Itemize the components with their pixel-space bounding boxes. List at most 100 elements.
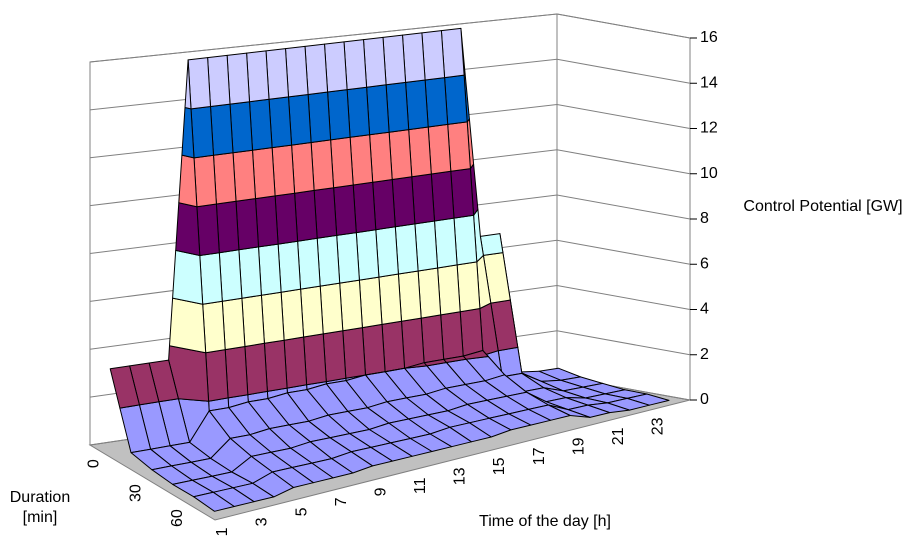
surface-patch [349,134,374,186]
z-tick-label: 10 [700,165,718,182]
surface-patch [327,89,351,141]
surface-patch [408,126,432,178]
x-tick-label: 15 [491,457,508,475]
surface-patch [402,32,426,83]
x-tick-label: 17 [531,447,548,465]
surface-patch [339,279,363,332]
surface-patch [244,342,268,396]
x-tick-label: 11 [412,477,429,494]
surface-patch [385,81,410,133]
surface-patch [310,139,335,191]
surface-patch [381,320,406,373]
surface-patch [229,101,253,154]
surface-patch [291,142,315,194]
x-tick-label: 19 [570,437,587,455]
surface-patch [384,367,406,373]
surface-patch [440,27,465,79]
surface-patch [336,232,360,284]
surface-patch [365,371,386,376]
z-tick-label: 6 [700,255,709,272]
z-tick-label: 2 [700,346,709,363]
surface-patch [193,491,235,512]
surface-patch [358,276,383,329]
surface-patch [297,237,321,290]
surface-patch [274,192,299,245]
surface-patch [265,48,289,100]
surface-patch [241,294,265,347]
z-tick-label: 0 [700,391,709,408]
surface-patch [252,147,276,200]
surface-patch [187,57,211,110]
x-tick-label: 3 [254,517,271,526]
surface-patch [424,77,449,128]
surface-patch [352,181,377,234]
x-axis-title: Time of the day [h] [479,513,611,530]
surface-patch [343,39,368,91]
x-tick-label: 9 [372,487,389,496]
surface-patch [304,43,329,95]
z-tick-label: 14 [700,74,718,91]
x-tick-label: 1 [214,527,231,536]
surface-patch [388,129,413,180]
surface-patch [213,152,237,205]
surface-patch [397,270,422,322]
surface-patch [401,317,425,369]
z-axis-title: Control Potential [GW] [743,198,903,215]
surface-patch [414,220,439,272]
surface-patch [193,154,217,208]
surface-patch [288,94,312,146]
surface-patch [450,168,475,219]
surface-patch [249,98,273,151]
surface-patch [238,246,262,299]
surface-patch [456,261,481,313]
x-tick-label: 7 [333,497,350,506]
surface-patch [109,365,140,409]
surface-patch [260,291,285,344]
surface-patch [417,267,442,319]
surface-patch [361,323,386,376]
surface-patch [235,198,259,251]
surface-patch [420,314,445,364]
surface-patch [382,34,407,86]
depth-axis-title: Duration [min] [9,489,71,526]
depth-tick-label: 30 [127,484,144,502]
surface-patch [226,52,250,105]
surface-patch [196,203,220,256]
surface-patch [307,91,332,143]
surface-patch [277,240,302,293]
surface-patch [205,349,229,402]
surface-patch [405,79,429,131]
surface-patch [172,249,204,305]
surface-patch [369,131,393,183]
surface-patch [404,362,428,369]
surface-patch [330,136,354,189]
surface-patch [258,243,282,296]
surface-patch [427,123,452,175]
surface-patch [202,300,226,354]
grid-line [89,13,691,63]
x-tick-label: 23 [650,417,667,435]
surface-patch [280,288,305,341]
surface-patch [447,121,471,172]
surface-patch [294,189,318,242]
surface-patch [255,195,279,248]
z-tick-label: 8 [700,210,709,227]
surface-patch [199,252,223,305]
surface-patch [440,311,464,360]
x-tick-label: 21 [610,427,627,445]
surface-patch [319,282,344,335]
z-tick-label: 12 [700,120,718,137]
surface-patch [313,187,338,239]
surface-patch [346,86,371,138]
surface-patch [372,179,396,231]
surface-patch [375,226,399,278]
surface-patch [394,223,419,275]
surface-patch [169,297,207,354]
surface-patch [232,149,256,202]
surface-patch [178,154,198,208]
surface-patch [271,144,296,197]
surface-patch [411,173,435,225]
depth-tick-label: 60 [169,509,186,527]
x-tick-label: 13 [452,467,469,485]
